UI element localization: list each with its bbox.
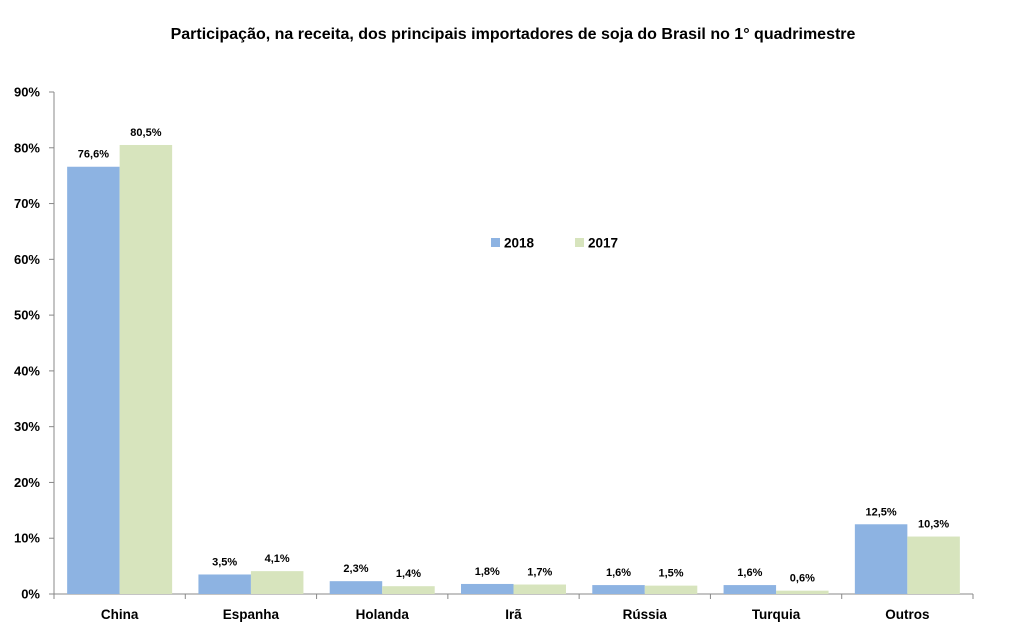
bar-2018-holanda [329,581,383,594]
bar-2018-outros [854,524,908,594]
legend-swatch [575,238,584,247]
legend: 2018 2017 [491,236,618,251]
data-label: 2,3% [343,563,368,575]
bar-2017-outros [907,536,960,594]
y-tick-label: 30% [14,419,40,434]
legend-label: 2017 [588,236,618,251]
data-label: 12,5% [866,506,897,518]
x-tick-label: Holanda [356,607,410,622]
data-label: 1,7% [527,567,552,579]
legend-label: 2018 [504,236,535,251]
chart-title: Participação, na receita, dos principais… [171,26,856,43]
x-tick-label: Rússia [623,607,668,622]
bar-2017-espanha [250,571,304,594]
data-label: 10,3% [918,519,949,531]
data-label: 0,6% [790,573,815,585]
data-label: 1,6% [606,567,631,579]
y-tick-label: 90% [14,85,40,100]
data-label: 3,5% [212,556,237,568]
bar-2017-china [119,144,173,594]
data-label: 80,5% [130,127,161,139]
bar-2018-china [67,166,120,594]
bars [67,144,960,594]
y-tick-label: 20% [14,475,40,490]
x-tick-label: Espanha [223,607,280,622]
x-tick-label: Outros [885,607,929,622]
bar-2017-irã [513,584,566,594]
y-tick-label: 10% [14,531,40,546]
y-tick-label: 50% [14,308,40,323]
y-tick-label: 70% [14,196,40,211]
data-label: 4,1% [265,553,290,565]
bar-2017-holanda [382,586,435,594]
y-tick-label: 60% [14,252,40,267]
legend-swatch [491,238,500,247]
x-tick-label: Irã [505,607,522,622]
y-tick-label: 0% [21,587,40,602]
y-tick-label: 80% [14,140,40,155]
x-tick-label: Turquia [752,607,801,622]
y-tick-label: 40% [14,363,40,378]
data-label: 1,8% [475,566,500,578]
y-axis: 0% 10% 20% 30% 40% 50% 60% 70% 80% 90% [14,85,55,602]
bar-2017-rússia [644,585,698,594]
bar-2018-espanha [198,574,251,594]
bar-2017-turquia [776,590,829,594]
data-label: 1,6% [737,567,762,579]
data-label: 1,4% [396,568,421,580]
bar-2018-turquia [723,585,777,594]
data-labels: 76,6% 3,5% 2,3% 1,8% 1,6% 1,6% 12,5% 80,5% 4,1% 1… [78,127,950,585]
bar-2018-rússia [592,585,645,594]
x-tick-label: China [101,607,139,622]
data-label: 1,5% [658,568,683,580]
bar-2018-irã [461,583,514,594]
data-label: 76,6% [78,149,109,161]
x-axis: China Espanha Holanda Irã Rússia Turquia Outro… [53,593,974,622]
